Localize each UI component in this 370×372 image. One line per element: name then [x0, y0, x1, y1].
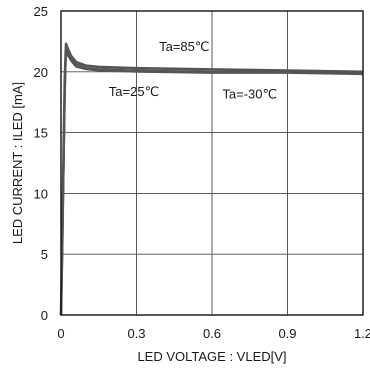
x-tick-label: 0: [57, 326, 64, 341]
x-tick-label: 0.9: [278, 326, 296, 341]
y-tick-label: 15: [34, 126, 48, 141]
y-tick-label: 25: [34, 4, 48, 19]
series-annotation: Ta=25℃: [109, 84, 159, 99]
grid-lines: [61, 11, 363, 315]
y-tick-label: 20: [34, 65, 48, 80]
x-tick-label: 0.3: [127, 326, 145, 341]
y-axis-label: LED CURRENT : ILED [mA]: [10, 82, 25, 244]
y-tick-labels: 0 5 10 15 20 25: [34, 4, 48, 323]
series-annotation: Ta=-30℃: [222, 87, 277, 102]
series-line: [60, 50, 364, 316]
y-tick-label: 5: [41, 247, 48, 262]
x-tick-labels: 0 0.3 0.6 0.9 1.2: [57, 326, 370, 341]
plot-frame: [60, 10, 364, 316]
series-lines: [59, 42, 364, 316]
y-tick-label: 0: [41, 308, 48, 323]
series-annotations: Ta=85℃ Ta=25℃ Ta=-30℃: [109, 39, 277, 101]
series-annotation: Ta=85℃: [159, 39, 209, 54]
x-tick-label: 1.2: [354, 326, 370, 341]
x-tick-label: 0.6: [203, 326, 221, 341]
x-axis-label: LED VOLTAGE : VLED[V]: [137, 349, 286, 364]
y-tick-label: 10: [34, 186, 48, 201]
